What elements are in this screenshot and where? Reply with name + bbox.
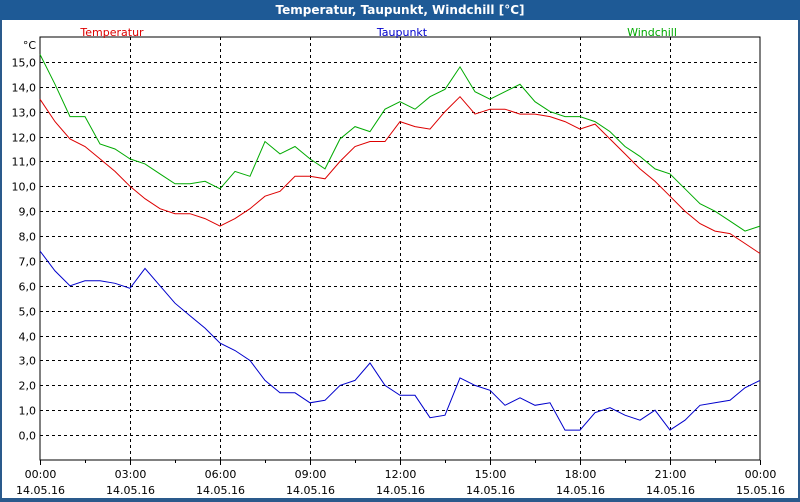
x-tick-time: 21:00: [655, 468, 687, 481]
series-line-taupunkt: [39, 250, 761, 431]
series-line-temperatur: [39, 95, 761, 254]
y-tick-label: 4,0: [19, 331, 37, 344]
legend-temperatur: Temperatur: [79, 26, 144, 39]
y-tick-label: 1,0: [19, 405, 37, 418]
x-tick-date: 14.05.16: [16, 484, 65, 497]
y-tick-label: 5,0: [19, 306, 37, 319]
y-tick-label: 10,0: [12, 181, 37, 194]
y-axis-label: °C: [23, 39, 37, 52]
x-tick-time: 18:00: [565, 468, 597, 481]
y-tick-label: 15,0: [12, 57, 37, 70]
y-tick-label: 8,0: [19, 231, 37, 244]
x-tick-date: 14.05.16: [466, 484, 515, 497]
window-title: Temperatur, Taupunkt, Windchill [°C]: [0, 0, 800, 20]
chart-panel: 15,0 14,0 13,0 12,0 11,0 10,0 9,0 8,0 7,0 6,0 5,0 4…: [2, 20, 798, 498]
x-tick-time: 00:00: [745, 468, 777, 481]
x-tick-date: 14.05.16: [376, 484, 425, 497]
series-line-windchill: [39, 54, 761, 232]
x-tick-time: 06:00: [205, 468, 237, 481]
y-tick-label: 11,0: [12, 156, 37, 169]
y-tick-label: 7,0: [19, 256, 37, 269]
legend-taupunkt: Taupunkt: [376, 26, 428, 39]
x-tick-time: 03:00: [115, 468, 147, 481]
y-tick-label: 6,0: [19, 281, 37, 294]
y-tick-label: 2,0: [19, 380, 37, 393]
x-tick-time: 09:00: [295, 468, 327, 481]
x-tick-time: 15:00: [475, 468, 507, 481]
y-tick-label: 9,0: [19, 206, 37, 219]
x-tick-date: 14.05.16: [106, 484, 155, 497]
y-tick-label: 12,0: [12, 132, 37, 145]
y-tick-label: 0,0: [19, 430, 37, 443]
line-chart: 15,0 14,0 13,0 12,0 11,0 10,0 9,0 8,0 7,0 6,0 5,0 4…: [12, 26, 785, 497]
x-tick-date: 14.05.16: [196, 484, 245, 497]
x-tick-time: 00:00: [25, 468, 57, 481]
x-tick-date: 14.05.16: [646, 484, 695, 497]
y-tick-label: 14,0: [12, 82, 37, 95]
x-tick-date: 15.05.16: [736, 484, 785, 497]
x-tick-time: 12:00: [385, 468, 417, 481]
x-tick-date: 14.05.16: [286, 484, 335, 497]
y-tick-label: 3,0: [19, 355, 37, 368]
y-tick-label: 13,0: [12, 107, 37, 120]
x-tick-date: 14.05.16: [556, 484, 605, 497]
legend-windchill: Windchill: [627, 26, 677, 39]
